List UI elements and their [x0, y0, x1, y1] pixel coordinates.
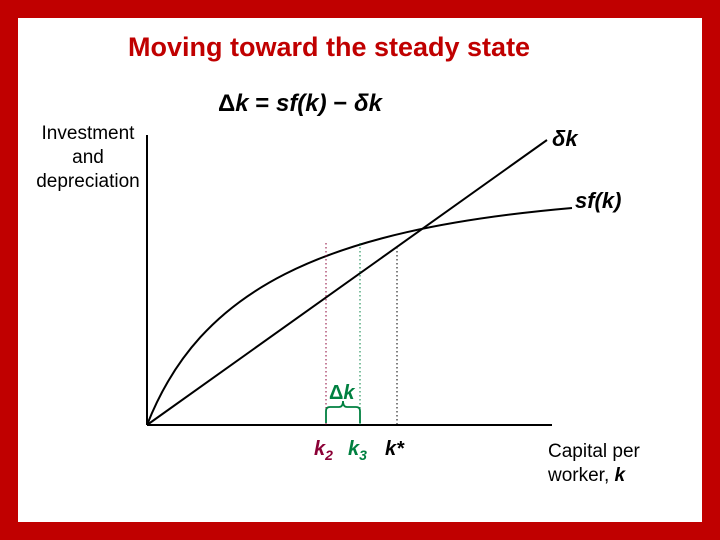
k3-sub: 3	[359, 447, 367, 463]
k3-tick-label: k3	[348, 438, 367, 463]
k2-sub: 2	[325, 447, 333, 463]
delta-k-delta: Δ	[329, 382, 343, 404]
k2-tick-label: k2	[314, 438, 333, 463]
kstar-tick-label: k*	[385, 438, 404, 461]
investment-curve-label: sf(k)	[575, 188, 621, 214]
delta-k-label: Δk	[329, 382, 355, 405]
delta-k-k: k	[343, 382, 354, 404]
kstar-text: k*	[385, 438, 404, 460]
slide-root: Moving toward the steady state Δk = sf(k…	[0, 0, 720, 540]
k3-k: k	[348, 438, 359, 460]
k2-k: k	[314, 438, 325, 460]
depreciation-line-label: δk	[552, 126, 578, 152]
